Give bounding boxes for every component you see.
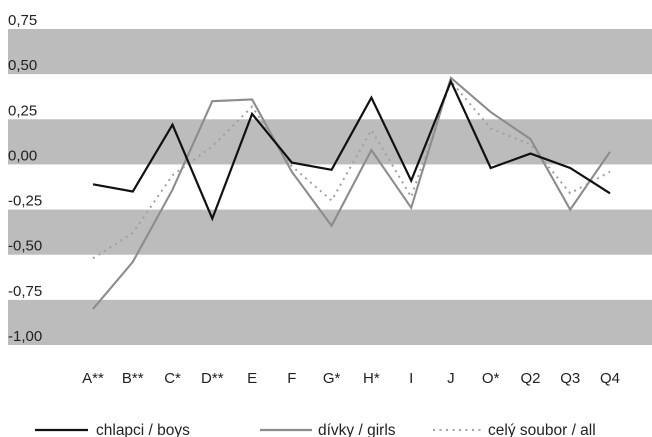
y-tick-label: -0,50 (8, 238, 42, 255)
y-tick-label: -0,75 (8, 283, 42, 300)
y-tick-label: 0,00 (8, 147, 37, 164)
x-tick-label: O* (482, 370, 500, 387)
legend-label-boys: chlapci / boys (96, 422, 190, 437)
series-lines (92, 75, 611, 310)
y-tick-label: 0,25 (8, 102, 37, 119)
x-tick-label: A** (82, 370, 104, 387)
grey-band (8, 119, 652, 165)
x-tick-label: G* (323, 370, 341, 387)
x-axis-ticks: A** B** C* D** E F G* H* I J O* Q2 Q3 Q4 (82, 370, 620, 387)
series-line-girls (92, 75, 611, 310)
y-tick-label: -1,00 (8, 328, 42, 345)
x-tick-label: Q2 (520, 370, 540, 387)
x-tick-label: B** (122, 370, 144, 387)
legend-label-all: celý soubor / all (488, 422, 596, 437)
y-tick-label: 0,75 (8, 12, 37, 29)
x-tick-label: I (409, 370, 413, 387)
y-tick-label: -0,25 (8, 193, 42, 210)
x-tick-label: Q3 (560, 370, 580, 387)
x-tick-label: C* (164, 370, 181, 387)
background-bands (8, 29, 652, 345)
x-tick-label: H* (363, 370, 380, 387)
series-line-boys (92, 78, 611, 222)
x-tick-label: J (447, 370, 455, 387)
y-tick-label: 0,50 (8, 57, 37, 74)
legend: chlapci / boys dívky / girls celý soubor… (35, 422, 596, 437)
legend-label-girls: dívky / girls (318, 422, 396, 437)
y-axis-ticks: 0,75 0,50 0,25 0,00 -0,25 -0,50 -0,75 -1,00 (8, 12, 42, 345)
grey-band (8, 209, 652, 255)
x-tick-label: E (247, 370, 257, 387)
grey-band (8, 299, 652, 345)
x-tick-label: Q4 (600, 370, 620, 387)
x-tick-label: F (287, 370, 296, 387)
x-tick-label: D** (201, 370, 224, 387)
grey-band (8, 29, 652, 75)
series-line-all (92, 79, 611, 260)
